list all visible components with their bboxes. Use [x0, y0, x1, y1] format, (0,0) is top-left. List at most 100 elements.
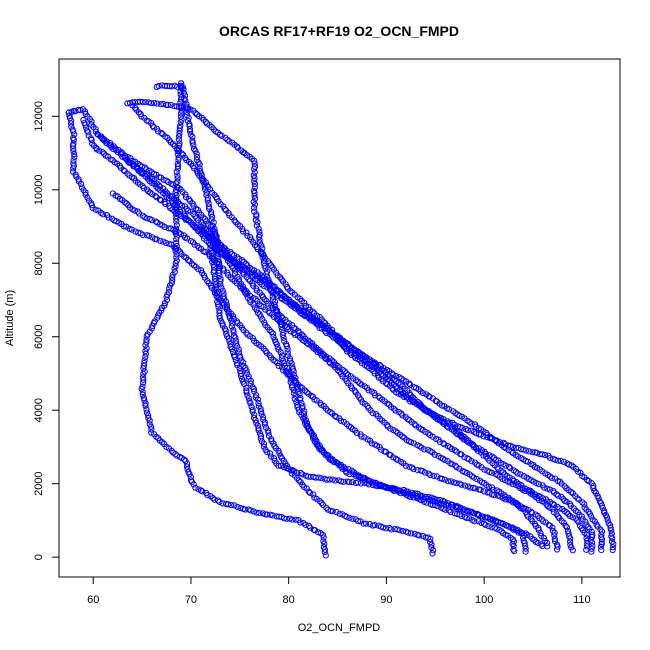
data-point: [451, 425, 459, 432]
data-point: [460, 506, 467, 513]
data-point: [260, 416, 267, 423]
data-point: [192, 484, 199, 491]
data-point: [277, 462, 284, 469]
data-point: [158, 129, 165, 137]
data-point: [375, 522, 382, 529]
data-point: [250, 414, 258, 421]
data-point: [221, 245, 228, 252]
data-point: [182, 194, 190, 201]
chart-title: ORCAS RF17+RF19 O2_OCN_FMPD: [219, 23, 459, 39]
data-point: [259, 510, 266, 517]
data-point: [227, 341, 234, 348]
data-point: [495, 465, 502, 473]
data-point: [211, 264, 218, 271]
data-point: [185, 105, 192, 112]
data-point: [143, 186, 151, 193]
data-point: [205, 203, 212, 210]
data-point: [484, 514, 491, 521]
data-point: [190, 145, 198, 152]
data-point: [194, 243, 201, 250]
data-point: [300, 520, 307, 527]
data-point: [141, 397, 148, 404]
data-point: [518, 455, 525, 462]
data-point: [551, 538, 559, 545]
data-point: [124, 157, 131, 164]
data-point: [186, 120, 193, 128]
data-point: [270, 330, 277, 337]
data-point: [254, 309, 261, 316]
data-point: [289, 467, 296, 474]
data-point: [551, 529, 558, 536]
data-point: [230, 327, 237, 334]
data-point: [176, 140, 183, 147]
data-point: [514, 470, 521, 477]
data-point: [493, 487, 500, 494]
x-tick-label: 80: [283, 594, 295, 606]
data-point: [240, 359, 247, 366]
data-point: [171, 143, 178, 150]
data-point: [323, 451, 331, 458]
data-point: [537, 530, 544, 537]
data-point: [139, 391, 146, 398]
data-point: [244, 370, 251, 377]
data-point: [567, 541, 574, 548]
data-point: [425, 493, 432, 501]
data-point: [168, 280, 175, 287]
data-point: [423, 391, 430, 398]
data-point: [243, 291, 250, 298]
data-point: [251, 175, 258, 182]
data-point: [214, 497, 222, 504]
data-point: [339, 511, 346, 518]
data-point: [394, 526, 401, 533]
data-point: [183, 215, 190, 223]
data-point: [224, 333, 231, 340]
data-point: [394, 429, 401, 436]
data-point: [513, 444, 520, 451]
data-point: [471, 421, 479, 428]
data-point: [213, 293, 220, 300]
data-point: [134, 208, 141, 215]
data-point: [142, 400, 149, 407]
data-point: [183, 112, 191, 119]
data-point: [256, 311, 263, 318]
data-point: [414, 467, 421, 474]
data-point: [256, 228, 263, 235]
data-point: [509, 476, 516, 483]
data-point: [248, 403, 255, 410]
data-point: [252, 217, 259, 224]
data-point: [176, 130, 183, 137]
data-point: [339, 337, 346, 344]
data-point: [525, 487, 532, 494]
data-point: [209, 258, 216, 265]
data-point: [260, 274, 267, 281]
data-point: [406, 463, 413, 470]
data-point: [509, 449, 517, 457]
data-point: [588, 548, 595, 555]
data-point: [360, 352, 367, 359]
data-point: [576, 522, 584, 529]
data-point: [330, 362, 337, 369]
data-point: [271, 457, 278, 464]
data-point: [238, 376, 246, 383]
data-point: [95, 207, 102, 214]
data-point: [550, 508, 557, 516]
data-point: [290, 329, 297, 337]
data-point: [454, 510, 461, 518]
data-point: [589, 531, 596, 538]
data-point: [520, 538, 527, 545]
data-point: [398, 458, 405, 465]
plot-frame: [58, 58, 621, 578]
data-point: [361, 434, 368, 441]
data-point: [268, 302, 275, 309]
data-point: [273, 288, 280, 295]
data-point: [173, 257, 180, 264]
data-point: [88, 121, 95, 128]
data-point: [542, 496, 550, 503]
data-point: [411, 490, 419, 497]
data-point: [350, 471, 357, 478]
data-point: [291, 377, 298, 384]
data-point: [476, 477, 483, 484]
data-point: [451, 510, 458, 517]
data-point: [175, 154, 182, 161]
